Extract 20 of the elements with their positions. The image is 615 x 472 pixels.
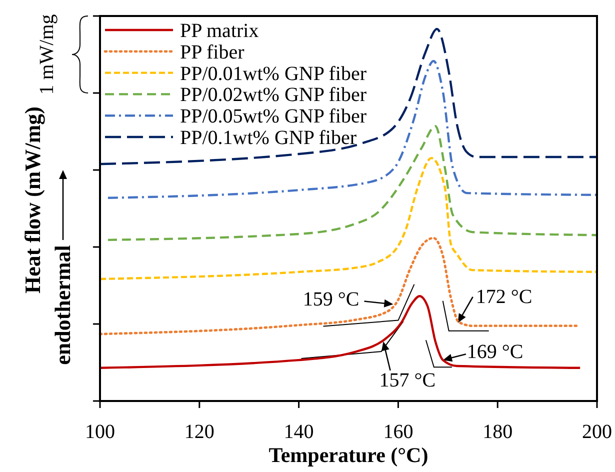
- y-axis-title: Heat flow (mW/mg): [20, 106, 45, 294]
- x-tick-label: 120: [184, 421, 214, 443]
- x-tick-label: 180: [482, 421, 513, 443]
- legend-label: PP/0.1wt% GNP fiber: [180, 127, 357, 149]
- annotation: 159 °C: [302, 288, 360, 310]
- x-tick-label: 140: [284, 421, 314, 443]
- text: endothermal: [50, 245, 75, 365]
- text: 1 mW/mg: [36, 14, 58, 95]
- annotation: 157 °C: [379, 369, 436, 392]
- legend-label: PP fiber: [180, 41, 245, 64]
- x-tick-label: 100: [85, 421, 115, 443]
- annotation: 172 °C: [476, 286, 532, 308]
- legend-label: PP/0.02wt% GNP fiber: [180, 84, 367, 106]
- legend-label: PP/0.05wt% GNP fiber: [180, 106, 367, 128]
- x-tick-label: 200: [582, 421, 612, 443]
- x-tick-label: 160: [383, 421, 414, 443]
- legend-label: PP/0.01wt% GNP fiber: [180, 62, 367, 85]
- annotation: 169 °C: [466, 341, 524, 364]
- legend-label: PP matrix: [180, 20, 259, 42]
- x-axis-title: Temperature (°C): [268, 443, 428, 467]
